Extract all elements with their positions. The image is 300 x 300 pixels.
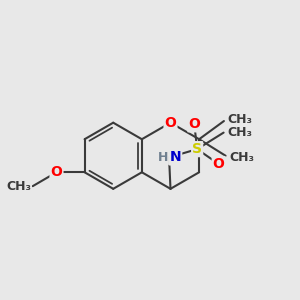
Text: N: N (169, 150, 181, 164)
Text: H: H (158, 151, 168, 164)
Text: CH₃: CH₃ (227, 113, 252, 126)
Text: O: O (165, 116, 176, 130)
Text: CH₃: CH₃ (229, 151, 254, 164)
Text: O: O (188, 117, 200, 131)
Text: CH₃: CH₃ (6, 180, 31, 193)
Text: O: O (51, 165, 62, 179)
Text: S: S (192, 142, 202, 156)
Text: CH₃: CH₃ (227, 126, 252, 139)
Text: O: O (213, 157, 225, 171)
